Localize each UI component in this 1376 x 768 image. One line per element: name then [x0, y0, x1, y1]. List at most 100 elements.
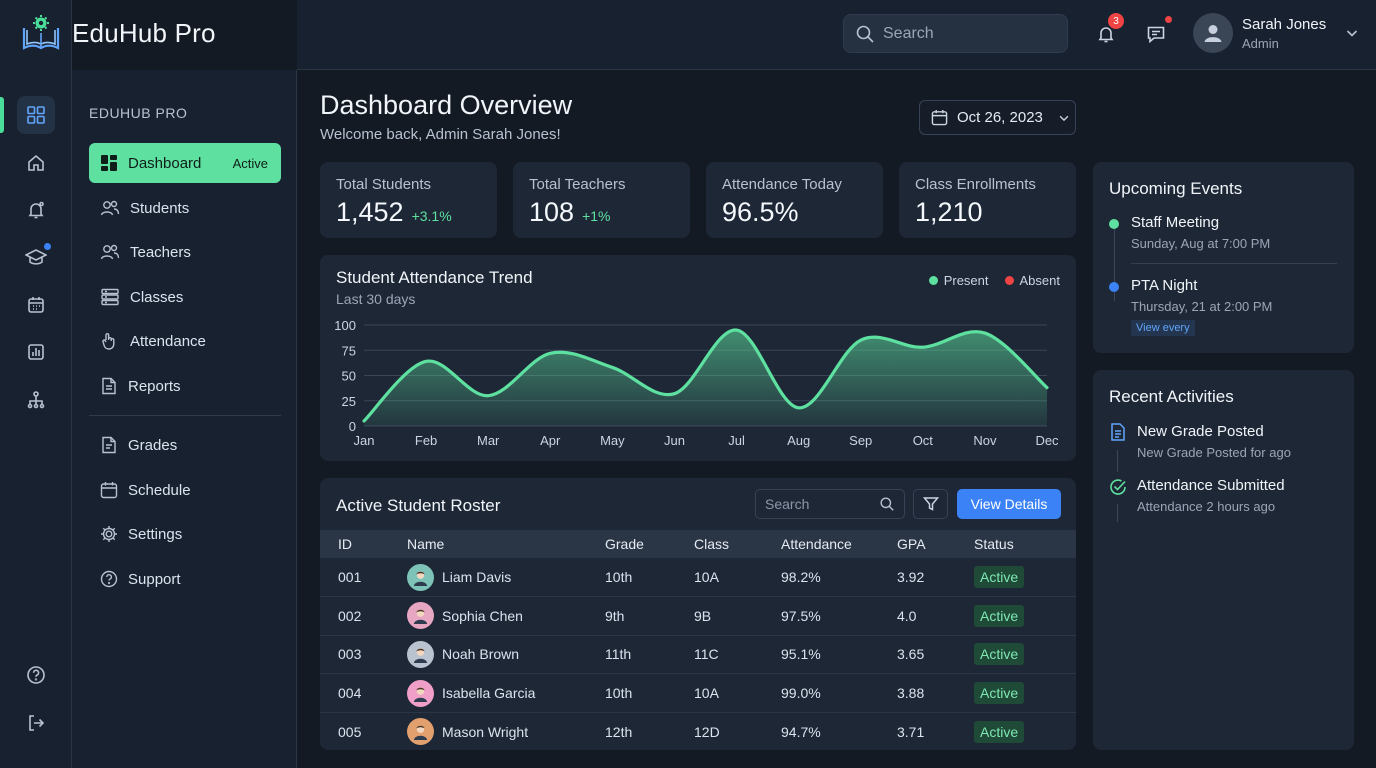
y-tick-label: 75: [342, 343, 356, 358]
view-details-button[interactable]: View Details: [957, 489, 1061, 519]
table-row[interactable]: 004 Isabella Garcia 10th 10A 99.0% 3.88 Active: [320, 673, 1076, 713]
search-input[interactable]: [883, 24, 1033, 43]
sidebar-item-label: Teachers: [130, 243, 191, 261]
sidebar-item-label: Support: [128, 570, 181, 588]
column-header[interactable]: Status: [974, 530, 1076, 558]
cell-class: 10A: [694, 673, 781, 713]
rail-reports-button[interactable]: [17, 333, 55, 371]
sidebar-item-grades[interactable]: Grades: [89, 425, 281, 465]
message-dot: [1165, 16, 1172, 23]
stat-label: Total Students: [336, 176, 432, 193]
column-header[interactable]: Name: [407, 530, 605, 558]
event-item[interactable]: Staff Meeting Sunday, Aug at 7:00 PM: [1109, 214, 1339, 254]
rail-home-button[interactable]: [17, 144, 55, 182]
alert-bell-icon: [28, 201, 44, 219]
table-row[interactable]: 005 Mason Wright 12th 12D 94.7% 3.71 Active: [320, 712, 1076, 750]
cell-status: Active: [974, 558, 1076, 598]
cell-gpa: 3.88: [897, 673, 974, 713]
x-tick-label: Jul: [728, 433, 745, 448]
cell-name: Noah Brown: [407, 635, 605, 675]
sidebar-item-settings[interactable]: Settings: [89, 514, 281, 554]
column-header[interactable]: Class: [694, 530, 781, 558]
sidebar-item-students[interactable]: Students: [89, 188, 281, 228]
chevron-down-icon: [1059, 115, 1069, 121]
page-title: Dashboard Overview: [320, 90, 573, 120]
cell-grade: 10th: [605, 558, 694, 598]
sidebar-item-label: Settings: [128, 525, 183, 543]
support-icon: [100, 570, 118, 588]
rail-dashboard-button[interactable]: [17, 96, 55, 134]
student-avatar-icon: [413, 725, 428, 741]
messages-button[interactable]: [1142, 16, 1172, 48]
cell-status: Active: [974, 712, 1076, 750]
date-picker[interactable]: Oct 26, 2023: [919, 100, 1076, 135]
activity-title[interactable]: New Grade Posted: [1137, 423, 1264, 440]
brand[interactable]: EduHub Pro: [20, 12, 216, 54]
legend-present[interactable]: Present: [928, 273, 989, 288]
notifications-button[interactable]: 3: [1092, 13, 1124, 48]
student-name: Mason Wright: [442, 723, 529, 740]
table-row[interactable]: 001 Liam Davis 10th 10A 98.2% 3.92 Active: [320, 558, 1076, 598]
courses-notification-dot: [44, 243, 51, 250]
filter-button[interactable]: [913, 489, 948, 519]
rail-active-marker: [0, 97, 4, 133]
sidebar-item-schedule[interactable]: Schedule: [89, 470, 281, 510]
stat-value: 1,452: [336, 197, 404, 227]
event-time: Thursday, 21 at 2:00 PM: [1131, 299, 1273, 314]
x-tick-label: May: [600, 433, 625, 448]
sidebar-item-attendance[interactable]: Attendance: [89, 321, 281, 361]
sidebar-item-classes[interactable]: Classes: [89, 277, 281, 317]
column-header[interactable]: Attendance: [781, 530, 897, 558]
rail-courses-button[interactable]: [17, 238, 55, 276]
nav-divider: [89, 415, 281, 416]
student-avatar-icon: [413, 570, 428, 586]
event-title: Staff Meeting: [1131, 214, 1220, 231]
column-header[interactable]: ID: [320, 530, 407, 558]
cell-class: 12D: [694, 723, 720, 740]
user-icon: [1204, 25, 1222, 42]
activity-title[interactable]: Attendance Submitted: [1137, 477, 1285, 494]
x-tick-label: Aug: [787, 433, 810, 448]
y-tick-label: 100: [334, 318, 356, 333]
cell-name: Mason Wright: [407, 712, 605, 750]
sidebar-item-teachers[interactable]: Teachers: [89, 232, 281, 272]
chart-legend: Present Absent: [928, 273, 1060, 288]
roster-search[interactable]: [755, 489, 905, 519]
stat-delta: +3.1%: [411, 208, 452, 224]
dashboard-grid-icon: [27, 106, 45, 124]
bell-icon: [1098, 27, 1114, 43]
column-header[interactable]: Grade: [605, 530, 694, 558]
cell-id: 002: [320, 596, 407, 636]
cell-attendance: 95.1%: [781, 635, 897, 675]
sidebar-item-reports[interactable]: Reports: [89, 366, 281, 406]
attendance-chart: 0 25 50 75 100 Jan Feb Mar Apr May Jun Jul Aug Sep Oct…: [334, 318, 1059, 448]
rail-alerts-button[interactable]: [17, 191, 55, 229]
timeline-line: [1117, 504, 1118, 522]
sidebar-item-support[interactable]: Support: [89, 559, 281, 599]
sidebar-item-dashboard[interactable]: Dashboard Active: [89, 143, 281, 183]
status-badge: Active: [974, 566, 1025, 589]
global-search[interactable]: [843, 14, 1068, 53]
rail-calendar-button[interactable]: [17, 286, 55, 324]
user-menu[interactable]: Sarah Jones Admin: [1193, 13, 1359, 53]
logout-icon: [29, 715, 45, 731]
rail-hierarchy-button[interactable]: [17, 381, 55, 419]
cell-grade: 12th: [605, 723, 633, 740]
rail-help-button[interactable]: [17, 656, 55, 694]
rail-logout-button[interactable]: [17, 704, 55, 742]
column-header[interactable]: GPA: [897, 530, 974, 558]
report-chart-icon: [28, 344, 44, 360]
stat-label: Class Enrollments: [915, 176, 1036, 193]
legend-absent[interactable]: Absent: [1004, 273, 1060, 288]
event-item[interactable]: PTA Night Thursday, 21 at 2:00 PM: [1109, 277, 1339, 317]
check-circle-icon: [1110, 479, 1126, 495]
stat-value: 96.5%: [722, 197, 799, 227]
roster-search-input[interactable]: [765, 496, 875, 512]
status-badge: Active: [974, 682, 1025, 705]
view-every-link[interactable]: View every: [1131, 320, 1195, 336]
table-row[interactable]: 003 Noah Brown 11th 11C 95.1% 3.65 Active: [320, 635, 1076, 675]
students-icon: [100, 200, 120, 216]
top-bar: 3 Sarah Jones Admin: [297, 0, 1376, 70]
table-row[interactable]: 002 Sophia Chen 9th 9B 97.5% 4.0 Active: [320, 596, 1076, 636]
recent-activities-card: Recent Activities New Grade Posted New G…: [1093, 370, 1354, 750]
